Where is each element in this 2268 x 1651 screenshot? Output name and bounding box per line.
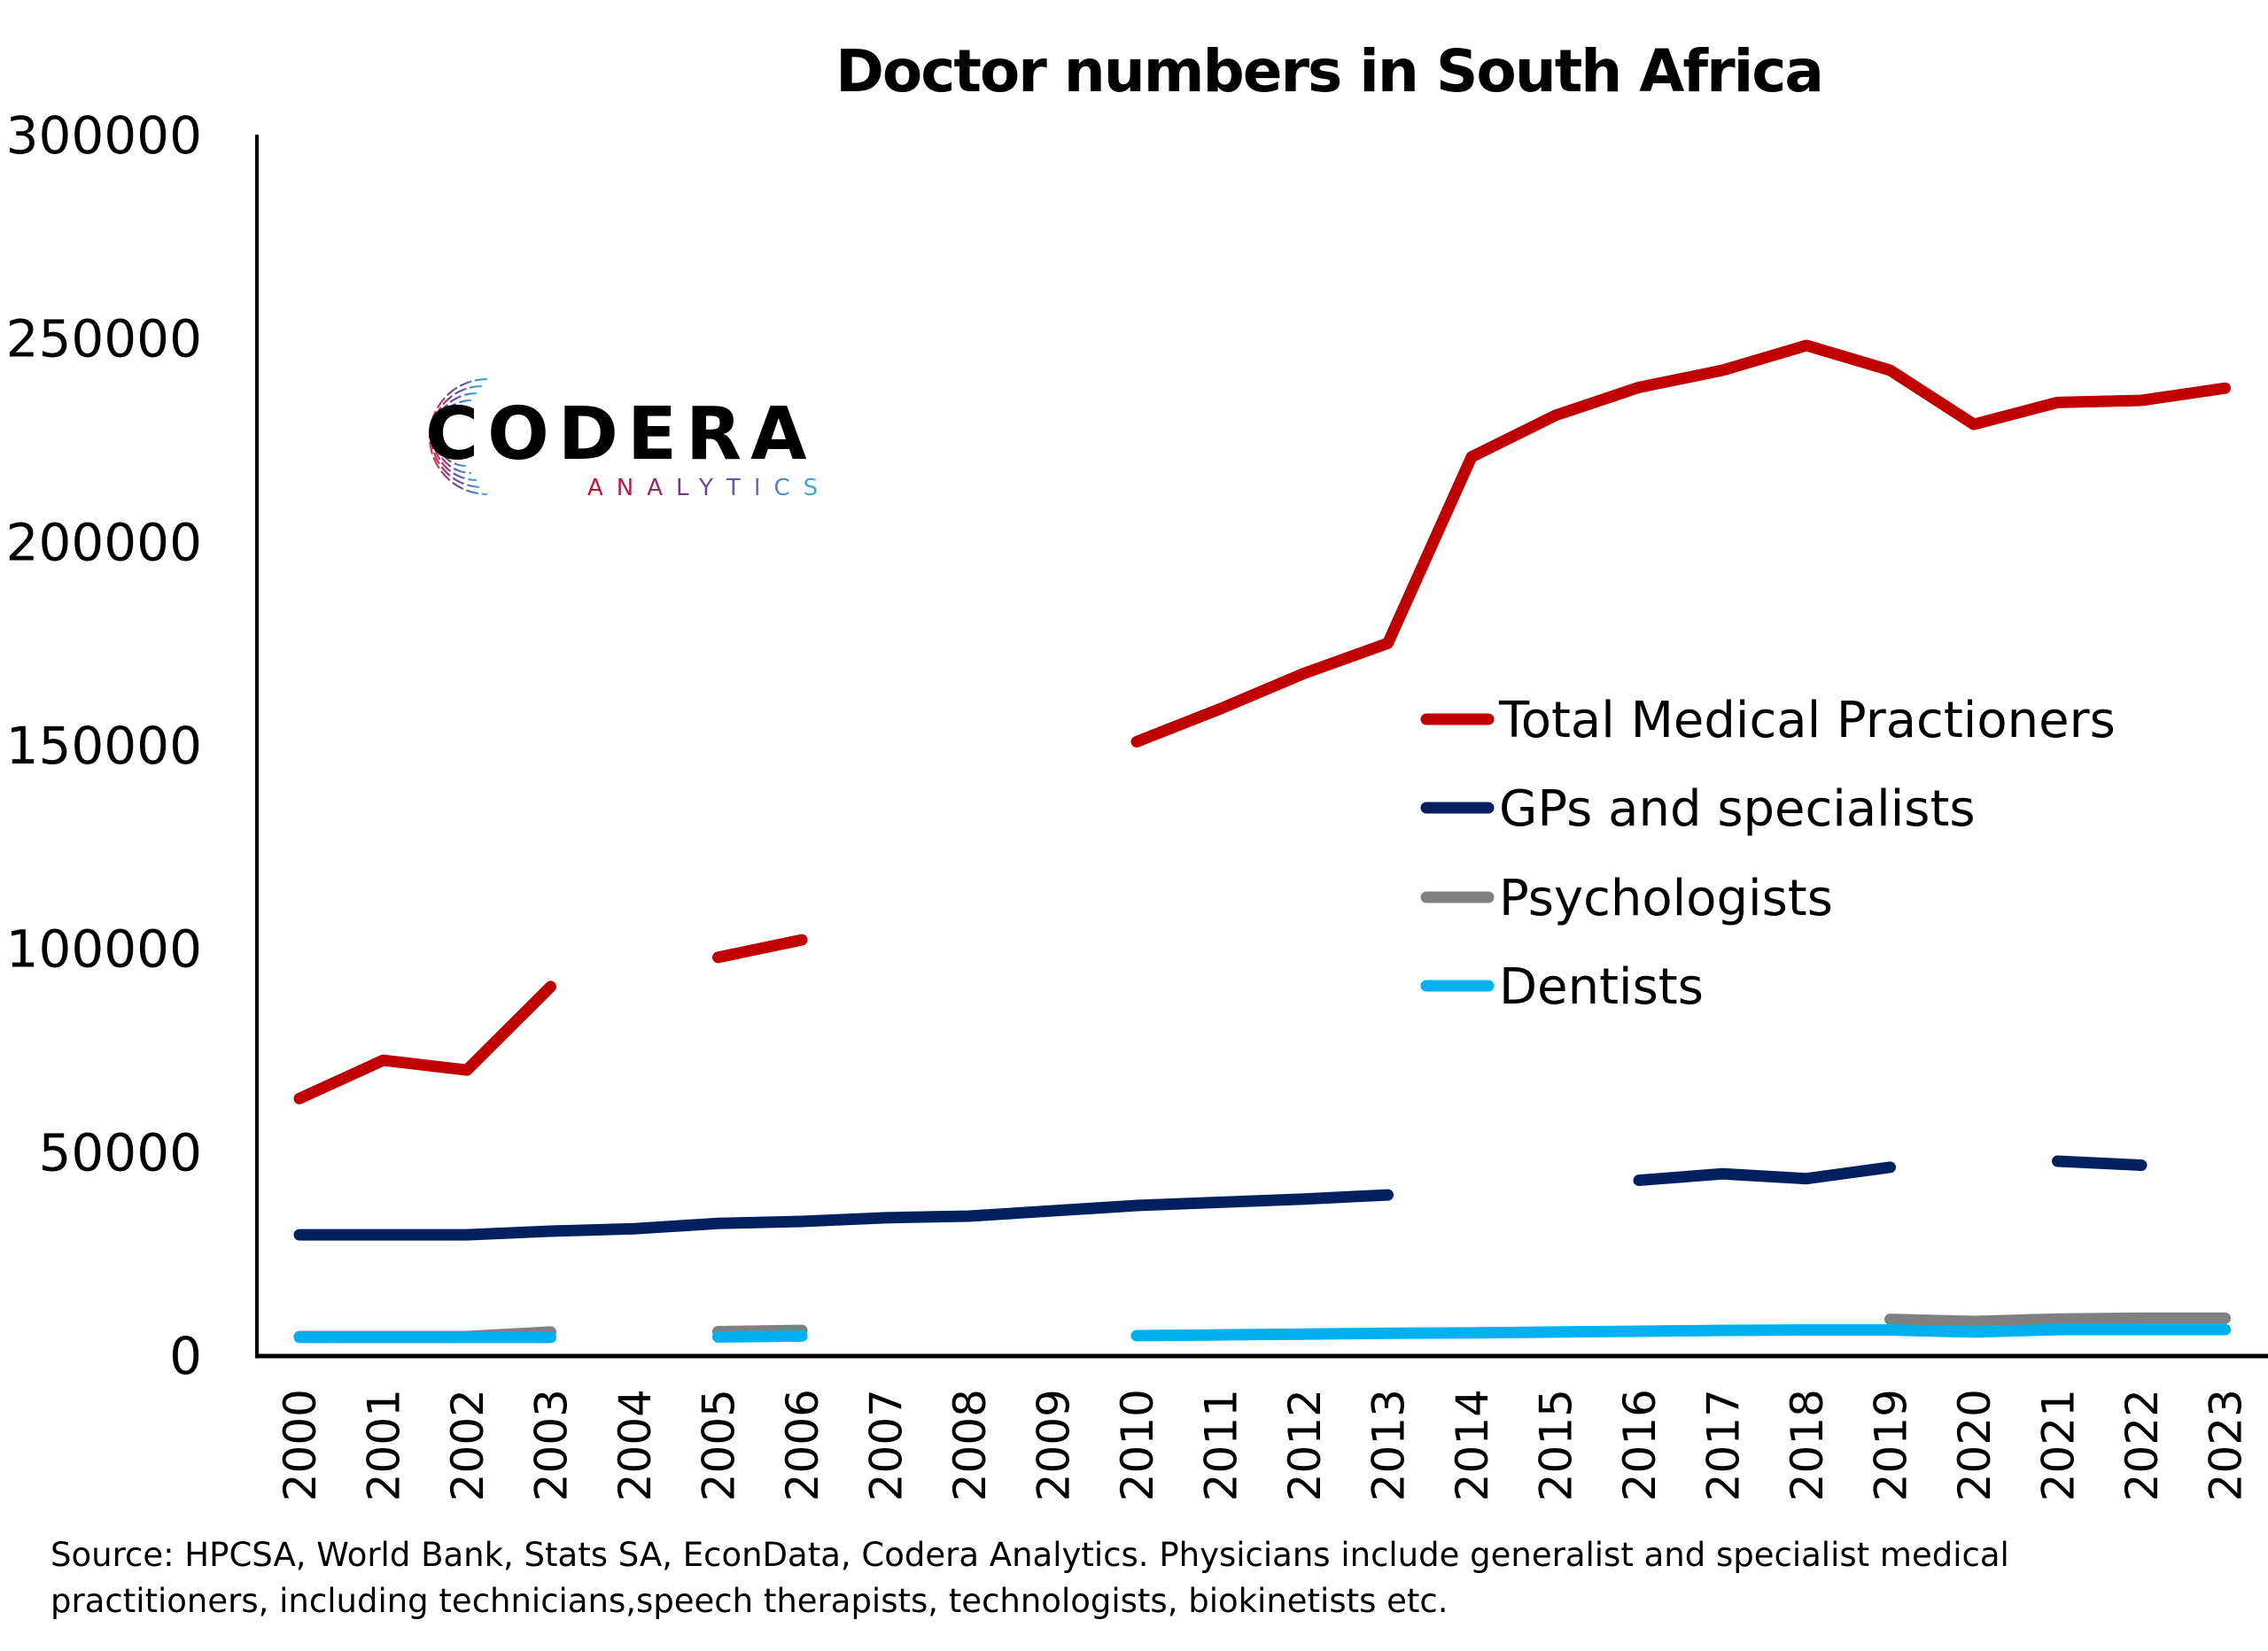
series-total-medical-practioners (293, 339, 2231, 1105)
series-segment (1130, 1323, 2231, 1342)
y-tick-label: 0 (169, 1326, 202, 1386)
fingerprint-arc-icon (428, 377, 488, 496)
legend-label: Total Medical Practioners (1498, 692, 2116, 749)
x-tick-label: 2010 (1112, 1389, 1163, 1501)
source-line-2: practitioners, including technicians,spe… (50, 1582, 1449, 1620)
logo-subtitle: ANALYTICS (587, 475, 832, 501)
series-segment (1884, 1312, 2231, 1328)
legend-item: Dentists (1420, 958, 1704, 1016)
legend-label: Psychologists (1499, 870, 1833, 927)
y-axis-ticks: 0 50000 100000 150000 200000 250000 300000 (6, 105, 202, 1386)
x-tick-label: 2014 (1447, 1389, 1498, 1501)
legend: Total Medical Practioners GPs and special… (1420, 692, 2116, 1016)
series-segment (1633, 1161, 1896, 1187)
series-dentists (293, 1323, 2231, 1344)
series-segment (293, 981, 556, 1105)
x-tick-label: 2023 (2201, 1389, 2252, 1501)
x-tick-label: 2005 (694, 1389, 745, 1501)
x-tick-label: 2003 (526, 1389, 578, 1501)
legend-label: GPs and specialists (1499, 780, 1976, 838)
x-axis-ticks: 2000 2001 2002 2003 2004 2005 2006 2007 2008 2009… (275, 1389, 2252, 1501)
series-segment (1130, 339, 2231, 748)
y-tick-label: 300000 (6, 105, 202, 166)
chart-title: Doctor numbers in South Africa (835, 37, 1824, 105)
x-tick-label: 2001 (359, 1389, 410, 1501)
legend-item: Total Medical Practioners (1420, 692, 2116, 749)
x-tick-label: 2018 (1782, 1389, 1833, 1501)
x-tick-label: 2008 (944, 1389, 996, 1501)
x-tick-label: 2022 (2117, 1389, 2168, 1501)
y-tick-label: 200000 (6, 512, 202, 572)
x-tick-label: 2012 (1279, 1389, 1331, 1501)
series-lines (293, 339, 2231, 1344)
source-line-1: Source: HPCSA, World Bank, Stats SA, Eco… (50, 1536, 2009, 1574)
legend-label: Dentists (1499, 958, 1704, 1016)
x-tick-label: 2020 (1949, 1389, 2000, 1501)
codera-analytics-logo: CODERA ANALYTICS (388, 363, 822, 505)
x-tick-label: 2015 (1531, 1389, 1582, 1501)
legend-item: Psychologists (1420, 870, 1833, 927)
x-tick-label: 2006 (777, 1389, 828, 1501)
series-segment (712, 934, 808, 964)
legend-item: GPs and specialists (1420, 780, 1976, 838)
source-note: Source: HPCSA, World Bank, Stats SA, Eco… (50, 1532, 2177, 1624)
x-tick-label: 2009 (1029, 1389, 1080, 1501)
y-tick-label: 250000 (6, 309, 202, 369)
y-tick-label: 100000 (6, 919, 202, 980)
x-tick-label: 2011 (1196, 1389, 1247, 1501)
series-segment (2052, 1155, 2148, 1172)
y-tick-label: 50000 (38, 1122, 202, 1182)
logo-wordmark: CODERA (425, 392, 816, 477)
x-tick-label: 2002 (442, 1389, 493, 1501)
series-gps-and-specialists (293, 1155, 2148, 1241)
y-tick-label: 150000 (6, 716, 202, 776)
x-tick-label: 2007 (861, 1389, 913, 1501)
x-tick-label: 2016 (1614, 1389, 1666, 1501)
x-tick-label: 2019 (1866, 1389, 1917, 1501)
x-tick-label: 2021 (2033, 1389, 2085, 1501)
series-segment (712, 1329, 808, 1343)
series-segment (293, 1189, 1394, 1241)
x-tick-label: 2000 (275, 1389, 326, 1501)
x-tick-label: 2004 (610, 1389, 661, 1501)
x-tick-label: 2013 (1363, 1389, 1415, 1501)
x-tick-label: 2017 (1698, 1389, 1750, 1501)
